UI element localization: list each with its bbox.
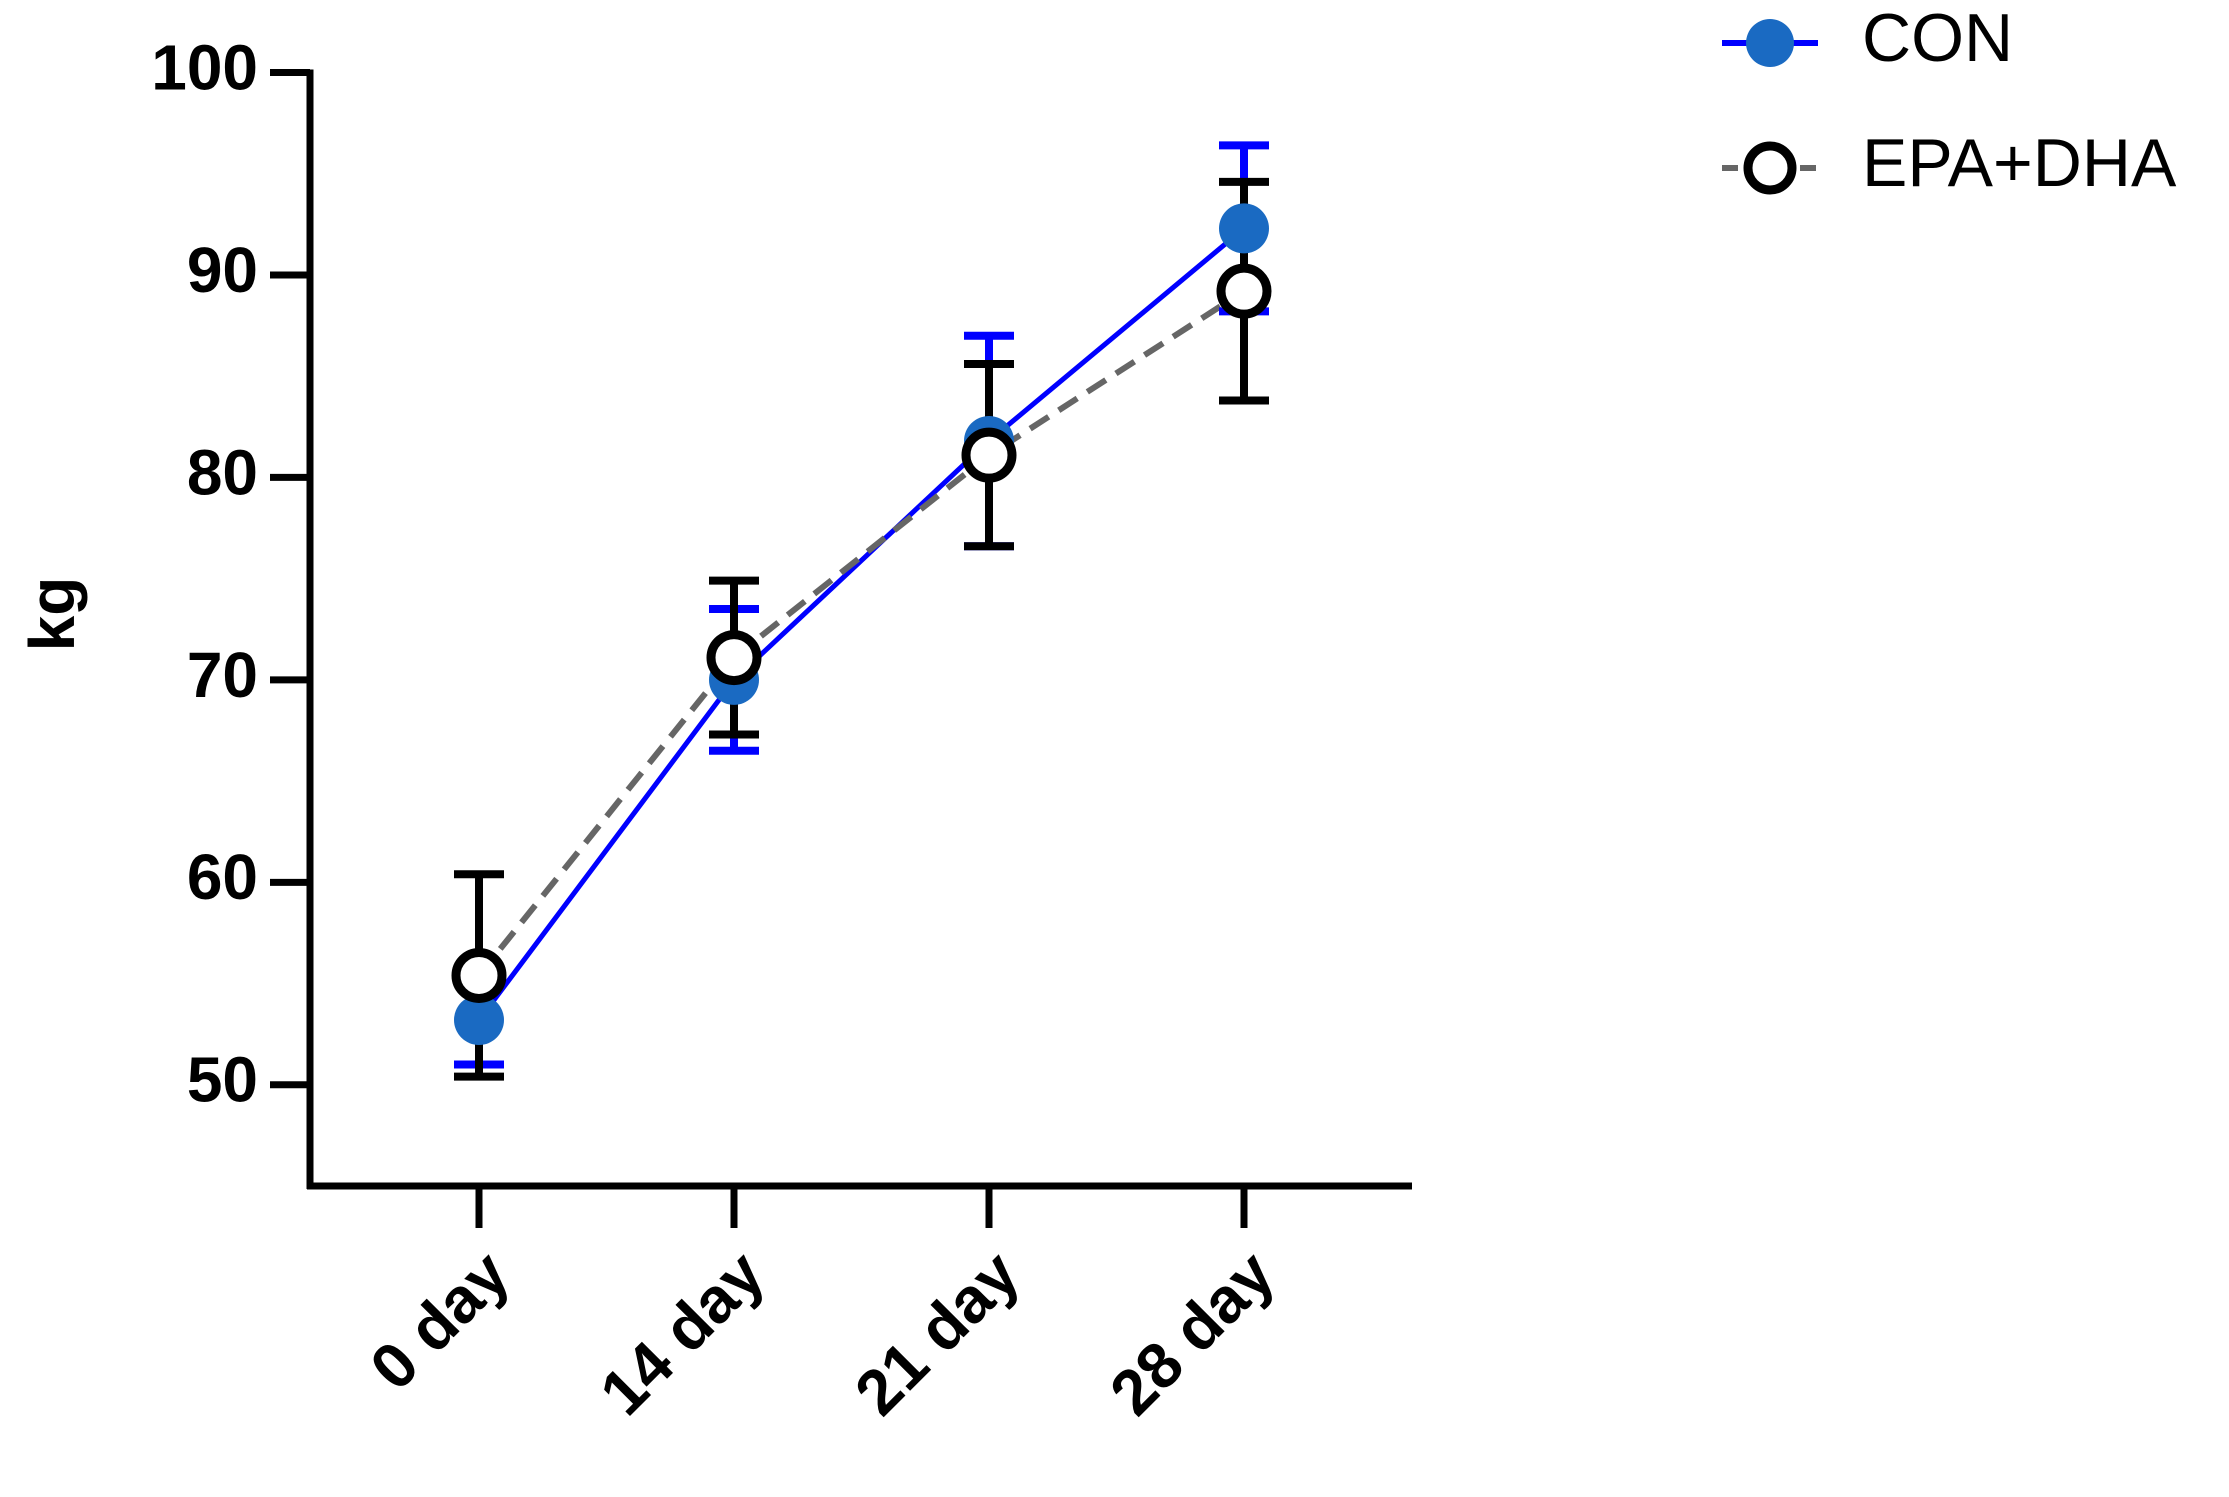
marker	[451, 947, 507, 1003]
legend-marker	[1743, 141, 1797, 195]
x-tick-label: 14 day	[586, 1237, 778, 1429]
y-tick-label: 60	[187, 841, 258, 913]
y-tick-label: 80	[187, 436, 258, 508]
marker	[961, 427, 1017, 483]
x-tick-label: 28 day	[1096, 1237, 1288, 1429]
marker	[454, 994, 504, 1045]
marker	[706, 630, 762, 686]
y-tick-label: 90	[187, 234, 258, 306]
y-tick-label: 70	[187, 639, 258, 711]
series-line	[476, 288, 1246, 978]
y-tick-label: 50	[187, 1044, 258, 1116]
x-tick-label: 0 day	[356, 1237, 523, 1404]
marker	[1216, 263, 1272, 319]
x-tick-label: 21 day	[841, 1237, 1033, 1429]
legend-label: CON	[1862, 0, 2013, 76]
marker	[1219, 203, 1269, 254]
legend-label: EPA+DHA	[1862, 125, 2177, 201]
series-line	[476, 226, 1246, 1022]
y-axis-label: kg	[16, 577, 88, 652]
y-tick-label: 100	[151, 31, 258, 103]
legend-marker	[1746, 19, 1794, 67]
